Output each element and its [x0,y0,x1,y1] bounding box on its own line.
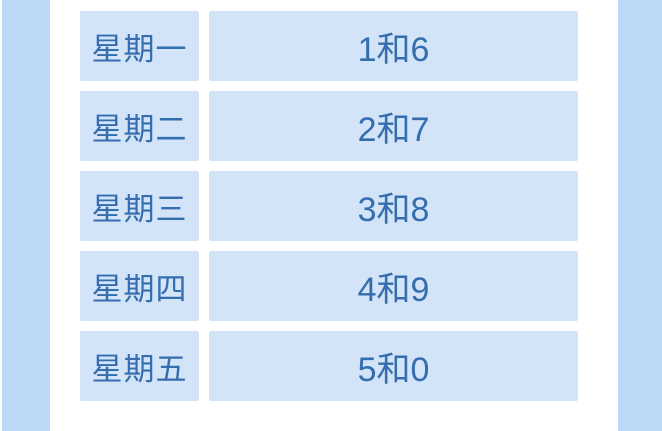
numbers-cell: 3和8 [209,171,578,241]
table-row: 星期五 5和0 [80,331,578,401]
numbers-cell: 5和0 [209,331,578,401]
day-cell: 星期五 [80,331,199,401]
right-decor-strip [618,0,662,431]
day-cell: 星期二 [80,91,199,161]
left-decor-strip [2,0,50,431]
weekday-restriction-table: 星期一 1和6 星期二 2和7 星期三 3和8 星期四 4和9 星期五 5和0 [80,11,578,401]
numbers-cell: 1和6 [209,11,578,81]
table-row: 星期三 3和8 [80,171,578,241]
numbers-cell: 2和7 [209,91,578,161]
table-row: 星期四 4和9 [80,251,578,321]
day-cell: 星期三 [80,171,199,241]
table-row: 星期二 2和7 [80,91,578,161]
table-row: 星期一 1和6 [80,11,578,81]
day-cell: 星期四 [80,251,199,321]
numbers-cell: 4和9 [209,251,578,321]
day-cell: 星期一 [80,11,199,81]
